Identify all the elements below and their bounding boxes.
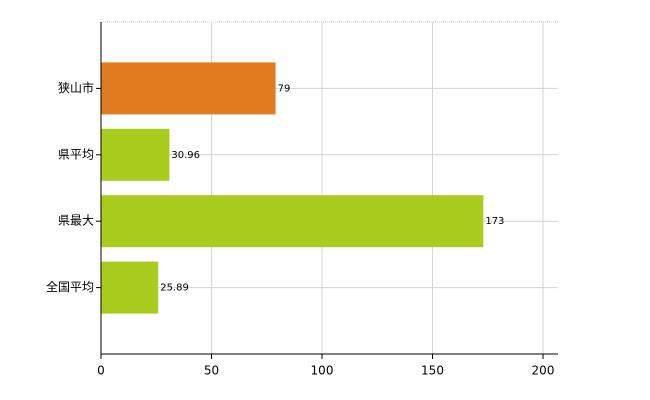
x-tick-label: 200 xyxy=(532,364,555,378)
x-tick-label: 0 xyxy=(97,364,105,378)
x-tick-label: 150 xyxy=(421,364,444,378)
bar xyxy=(101,261,159,314)
bar xyxy=(101,128,170,181)
value-label: 25.89 xyxy=(160,283,189,294)
value-label: 79 xyxy=(278,83,291,94)
value-label: 30.96 xyxy=(171,150,200,161)
y-tick-label: 全国平均 xyxy=(46,279,94,294)
x-tick-label: 100 xyxy=(311,364,334,378)
y-tick-label: 県平均 xyxy=(58,147,94,161)
y-tick-label: 県最大 xyxy=(58,214,94,228)
bar xyxy=(101,62,276,115)
y-tick-label: 狭山市 xyxy=(58,80,94,95)
bar xyxy=(101,195,484,248)
value-label: 173 xyxy=(485,216,504,227)
x-tick-label: 50 xyxy=(204,364,219,378)
